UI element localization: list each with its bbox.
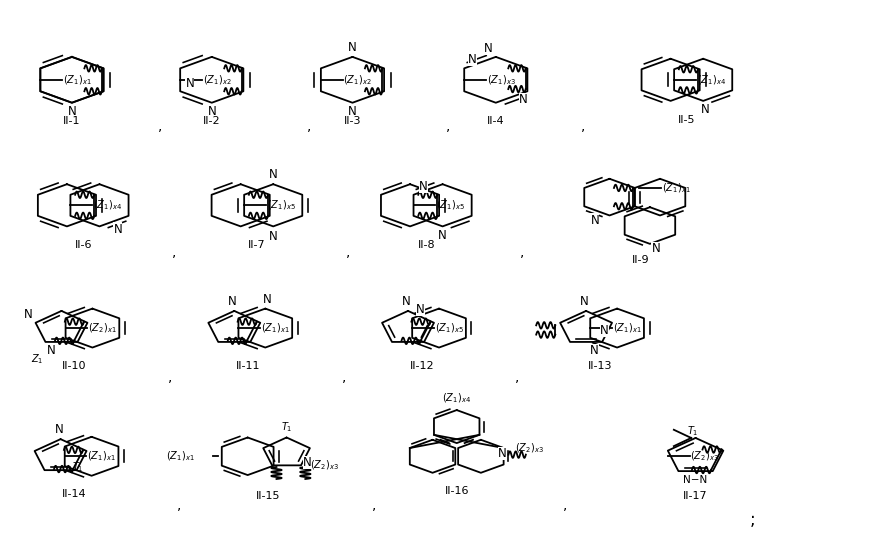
Text: II-15: II-15 (256, 491, 281, 502)
Text: N: N (415, 303, 424, 316)
Text: $(Z_1)_{x5}$: $(Z_1)_{x5}$ (434, 321, 463, 335)
Text: N: N (47, 344, 56, 357)
Text: ,: , (445, 119, 449, 133)
Text: N: N (348, 106, 356, 119)
Text: ,: , (176, 498, 181, 513)
Text: $(Z_1)_{x2}$: $(Z_1)_{x2}$ (202, 73, 231, 86)
Text: II-1: II-1 (63, 117, 81, 126)
Text: ,: , (519, 245, 523, 259)
Text: N: N (302, 456, 311, 469)
Text: ;: ; (748, 511, 754, 529)
Text: N: N (348, 41, 356, 54)
Text: N: N (518, 94, 527, 107)
Text: $(Z_2)_{x1}$: $(Z_2)_{x1}$ (88, 321, 116, 335)
Text: $(Z_1)_{x1}$: $(Z_1)_{x1}$ (261, 321, 289, 335)
Text: ,: , (307, 119, 311, 133)
Text: $(Z_1)_{x2}$: $(Z_1)_{x2}$ (343, 73, 372, 86)
Text: N: N (468, 53, 476, 66)
Text: $(Z_1)_{x4}$: $(Z_1)_{x4}$ (696, 73, 725, 86)
Text: $T_1$: $T_1$ (72, 459, 83, 474)
Text: N: N (401, 295, 410, 308)
Text: $T_1$: $T_1$ (281, 420, 292, 434)
Text: N: N (589, 344, 598, 357)
Text: N: N (185, 77, 194, 90)
Text: ,: , (168, 370, 172, 384)
Text: $(Z_1)_{x4}$: $(Z_1)_{x4}$ (441, 391, 471, 405)
Text: N: N (228, 295, 236, 308)
Text: N: N (207, 105, 216, 118)
Text: N: N (438, 229, 447, 242)
Text: N: N (269, 168, 277, 181)
Text: ,: , (172, 245, 176, 259)
Text: II-17: II-17 (682, 491, 707, 501)
Text: $(Z_2)_{x3}$: $(Z_2)_{x3}$ (690, 450, 719, 463)
Text: N−N: N−N (683, 475, 706, 485)
Text: II-8: II-8 (417, 240, 434, 250)
Text: ,: , (514, 370, 519, 384)
Text: $(Z_1)_{x1}$: $(Z_1)_{x1}$ (166, 450, 195, 463)
Text: N: N (418, 180, 427, 193)
Text: II-3: II-3 (343, 117, 361, 126)
Text: II-2: II-2 (202, 117, 221, 126)
Text: II-5: II-5 (677, 114, 695, 125)
Text: $(Z_1)_{x5}$: $(Z_1)_{x5}$ (435, 199, 464, 212)
Text: N: N (262, 293, 271, 306)
Text: N: N (483, 42, 492, 55)
Text: N: N (599, 324, 607, 337)
Text: II-13: II-13 (587, 361, 612, 371)
Text: ,: , (562, 498, 567, 513)
Text: II-9: II-9 (631, 255, 648, 265)
Text: N: N (590, 214, 599, 226)
Text: II-12: II-12 (409, 361, 434, 371)
Text: ,: , (580, 119, 584, 133)
Text: $(Z_1)_{x1}$: $(Z_1)_{x1}$ (612, 321, 640, 335)
Text: ,: , (346, 245, 350, 259)
Text: $(Z_1)_{x1}$: $(Z_1)_{x1}$ (661, 181, 690, 195)
Text: $(Z_1)_{x1}$: $(Z_1)_{x1}$ (63, 73, 91, 86)
Text: $(Z_1)_{x4}$: $(Z_1)_{x4}$ (93, 199, 122, 212)
Text: II-6: II-6 (75, 240, 92, 250)
Text: N: N (497, 447, 506, 461)
Text: $(Z_1)_{x5}$: $(Z_1)_{x5}$ (267, 199, 295, 212)
Text: N: N (114, 223, 123, 236)
Text: N: N (68, 105, 76, 118)
Text: II-16: II-16 (444, 486, 468, 497)
Text: N: N (269, 230, 277, 243)
Text: N: N (580, 295, 588, 308)
Text: $(Z_1)_{x1}$: $(Z_1)_{x1}$ (87, 450, 116, 463)
Text: $T_1$: $T_1$ (687, 424, 698, 438)
Text: N: N (24, 307, 33, 321)
Text: II-14: II-14 (63, 490, 87, 499)
Text: ,: , (372, 498, 376, 513)
Text: $(Z_2)_{x3}$: $(Z_2)_{x3}$ (514, 441, 543, 455)
Text: II-7: II-7 (248, 240, 265, 250)
Text: ,: , (342, 370, 346, 384)
Text: $(Z_2)_{x3}$: $(Z_2)_{x3}$ (310, 459, 339, 473)
Text: N: N (700, 103, 708, 116)
Text: N: N (651, 242, 660, 255)
Text: ,: , (157, 119, 162, 133)
Text: II-10: II-10 (63, 361, 87, 371)
Text: $Z_1$: $Z_1$ (30, 352, 43, 365)
Text: II-11: II-11 (235, 361, 260, 371)
Text: $(Z_1)_{x3}$: $(Z_1)_{x3}$ (487, 73, 515, 86)
Text: II-4: II-4 (487, 117, 504, 126)
Text: N: N (55, 423, 63, 436)
